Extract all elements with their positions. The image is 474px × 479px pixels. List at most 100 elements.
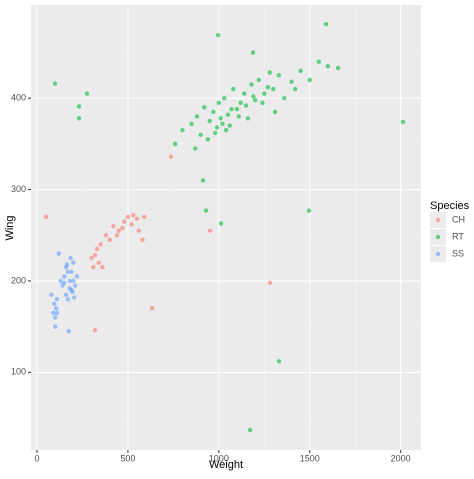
point	[76, 116, 82, 121]
point	[214, 125, 220, 130]
point	[51, 310, 56, 316]
point	[65, 297, 71, 302]
point	[136, 228, 142, 233]
legend-marker	[435, 217, 441, 223]
point	[54, 310, 60, 316]
point	[218, 116, 223, 121]
point	[91, 265, 96, 270]
point	[212, 130, 218, 136]
point	[225, 112, 231, 117]
point	[251, 94, 256, 99]
point	[247, 427, 253, 433]
point	[69, 269, 74, 275]
point	[316, 59, 322, 64]
point	[307, 77, 312, 83]
legend-label: RT	[452, 231, 464, 241]
point	[250, 50, 256, 55]
panel	[31, 5, 421, 450]
point	[234, 106, 240, 112]
point	[292, 86, 298, 92]
point	[218, 221, 224, 226]
point	[172, 141, 178, 147]
point	[306, 208, 312, 213]
point	[125, 214, 131, 220]
point	[289, 79, 294, 84]
point	[98, 242, 103, 247]
point	[52, 301, 57, 306]
point	[265, 85, 271, 90]
point	[202, 105, 207, 110]
y-tick-label: 100	[11, 367, 26, 377]
point	[245, 116, 251, 121]
point	[92, 328, 98, 333]
point	[276, 359, 282, 364]
point	[231, 86, 236, 92]
y-tick-label: 400	[11, 93, 26, 103]
point	[400, 119, 406, 125]
grid	[28, 5, 421, 453]
point	[65, 269, 71, 275]
point	[131, 212, 136, 218]
point	[67, 278, 72, 284]
point	[325, 64, 331, 69]
point	[200, 178, 206, 183]
point	[282, 96, 287, 101]
point	[63, 292, 69, 297]
point	[243, 103, 249, 108]
point	[194, 114, 200, 119]
legend-marker	[435, 251, 441, 257]
point	[120, 225, 125, 231]
x-tick-label: 0	[34, 453, 39, 463]
point	[168, 154, 174, 159]
point	[103, 233, 109, 238]
point	[92, 253, 98, 258]
point	[72, 295, 77, 300]
point	[189, 121, 194, 126]
x-tick-label: 2000	[391, 453, 411, 463]
point	[71, 278, 76, 284]
point	[140, 237, 145, 243]
point	[52, 315, 58, 320]
points	[43, 21, 406, 433]
point	[68, 255, 73, 261]
point	[70, 289, 75, 295]
point	[116, 228, 122, 233]
point	[49, 292, 54, 297]
point	[203, 208, 209, 213]
point	[192, 146, 198, 151]
point	[74, 274, 80, 279]
point	[236, 114, 242, 119]
x-tick-label: 500	[120, 453, 135, 463]
y-tick-label: 200	[11, 275, 26, 285]
point	[238, 100, 243, 105]
point	[94, 246, 100, 252]
x-axis-label: Weight	[209, 459, 243, 471]
point	[134, 216, 140, 222]
point	[260, 100, 265, 105]
point	[100, 265, 105, 270]
point	[52, 324, 58, 329]
point	[276, 73, 282, 78]
point	[107, 237, 112, 243]
point	[242, 91, 247, 96]
point	[205, 137, 211, 142]
legend-title: Species	[430, 200, 470, 212]
point	[111, 223, 116, 229]
legend-label: CH	[452, 214, 465, 224]
point	[56, 251, 62, 256]
point	[216, 100, 222, 105]
point	[252, 97, 258, 103]
point	[66, 329, 72, 334]
point	[323, 21, 329, 27]
point	[335, 65, 341, 71]
point	[84, 91, 90, 96]
point	[222, 96, 227, 101]
point	[215, 32, 221, 38]
point	[267, 280, 273, 285]
point	[53, 306, 59, 311]
point	[267, 70, 272, 75]
x-tick-label: 1500	[300, 453, 320, 463]
point	[229, 106, 234, 112]
point	[58, 278, 63, 284]
